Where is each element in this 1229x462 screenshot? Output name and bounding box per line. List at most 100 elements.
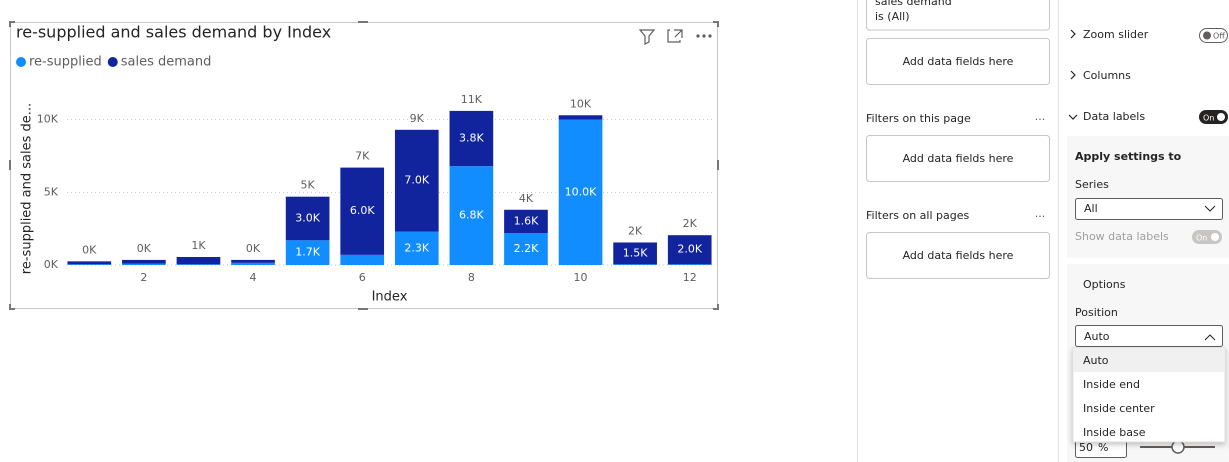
x-axis-title: Index [372,290,408,305]
visual-header-icons[interactable] [638,29,712,45]
total-label: 11K [461,93,483,106]
bar-segment [122,263,166,265]
bar-segment [558,119,603,265]
select-value: All [1084,202,1098,215]
field-label: Show data labels [1075,230,1169,243]
data-label: 6.0K [350,204,375,217]
section-label[interactable]: Options [1083,278,1126,291]
bar-segment [67,261,112,265]
data-label: 6.8K [459,209,484,222]
data-label: 10.0K [565,185,597,198]
x-tick-label: 8 [468,271,475,284]
bar-segment [285,240,330,265]
toggle-label: Off [1213,32,1225,41]
drop-zone[interactable] [866,232,1050,279]
filter-condition: is (All) [875,10,910,23]
toggle-knob [1203,31,1211,40]
legend-swatch [16,57,26,67]
total-label: 4K [519,192,534,205]
percent-value: 50 [1079,441,1093,454]
bar-segment [122,259,166,264]
legend-label: re-supplied [29,55,102,70]
bar-segment [613,242,657,265]
drop-zone-label: Add data fields here [903,152,1014,165]
chart-title: re-supplied and sales demand by Index [16,23,331,42]
chart: re-supplied sales demand Index re-supplied … [16,55,712,305]
bar-segment [340,167,385,255]
data-label: 2.3K [404,241,429,254]
bar-segment [449,110,494,167]
more-button[interactable]: ... [1035,207,1046,220]
total-label: 0K [246,242,261,255]
toggle-knob [1217,113,1225,121]
data-label: 3.0K [295,211,320,224]
drop-zone[interactable] [866,38,1050,85]
bar-segment [667,235,712,265]
data-label: 1.5K [623,246,648,259]
total-label: 0K [137,242,152,255]
x-tick-label: 2 [140,271,147,284]
total-label: 7K [355,150,370,163]
x-tick-label: 6 [359,271,366,284]
bar-segment [285,196,330,241]
more-button[interactable]: ... [1035,110,1046,123]
dropdown-option[interactable]: Auto [1083,354,1109,367]
y-tick-label: 5K [44,185,59,198]
total-label: 2K [683,217,698,230]
y-tick-label: 10K [37,113,59,126]
x-tick-label: 12 [683,271,697,284]
bar-segment [394,231,439,265]
data-label: 7.0K [404,174,429,187]
filter-field: sales demand [875,0,952,8]
card-title: Apply settings to [1075,150,1182,163]
section-label[interactable]: Data labels [1083,110,1145,123]
data-label: 1.6K [514,214,539,227]
slider-knob[interactable] [1171,440,1185,454]
bar-segment [558,115,603,120]
bar-segment [667,264,712,265]
percent-unit: % [1098,441,1108,454]
select[interactable] [1075,325,1223,347]
select-chevron [1204,334,1216,341]
chevrons [1068,29,1078,288]
select[interactable] [1075,198,1223,220]
total-label: 0K [82,243,97,256]
y-tick-label: 0K [44,258,59,271]
y-axis-title: re-supplied and sales de... [20,103,35,274]
legend-label: sales demand [121,55,212,70]
dropdown-highlight [1074,349,1224,372]
dropdown-option[interactable]: Inside base [1083,426,1146,439]
toggle-knob [1211,233,1219,241]
bar-segment [231,259,275,263]
total-label: 2K [628,224,643,237]
dropdown-option[interactable]: Inside center [1083,402,1155,415]
x-tick-label: 10 [574,271,588,284]
resize-handles [9,21,719,310]
total-label: 9K [410,112,425,125]
field-label: Position [1075,306,1118,319]
bar-segment [504,233,548,265]
drop-zone-label: Add data fields here [903,249,1014,262]
legend-swatch [107,57,118,67]
dropdown-option[interactable]: Inside end [1083,378,1140,391]
filter-card[interactable] [866,0,1050,31]
select-chevron [1204,205,1216,212]
bar-segment [67,264,112,265]
toggle-label: On [1196,234,1207,243]
total-label: 10K [570,97,592,110]
data-label: 1.7K [295,246,320,259]
bar-segment [176,264,221,265]
section-label[interactable]: Zoom slider [1083,28,1149,41]
bar-segment [340,254,385,265]
drop-zone-label: Add data fields here [903,55,1014,68]
section-label[interactable]: Columns [1083,69,1131,82]
bar-segment [231,262,275,265]
bar-segment [504,209,548,234]
data-label: 3.8K [459,132,484,145]
dropdown-options: Auto Inside end Inside center Inside base [1083,354,1155,439]
section-title: Filters on this page [866,112,971,125]
bar-segment [394,129,439,232]
drop-zone[interactable] [866,135,1050,182]
data-label: 2.0K [677,243,702,256]
